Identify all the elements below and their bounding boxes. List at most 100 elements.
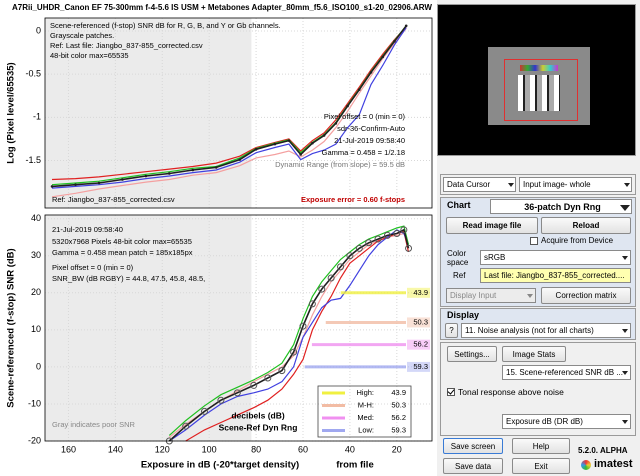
data-cursor-select[interactable]: Data Cursor	[443, 177, 516, 192]
y-tick-label: 0	[36, 361, 41, 371]
data-point	[405, 244, 413, 252]
note: Scene-referenced (f-stop) SNR dB for R, …	[50, 21, 281, 30]
data-point	[97, 181, 101, 185]
data-point	[144, 174, 148, 178]
y-tick-label: 30	[31, 250, 41, 260]
data-point	[238, 158, 241, 161]
cursor-row	[440, 174, 636, 195]
color-space-select[interactable]: sRGB	[480, 250, 631, 265]
note: Ref: Last file: Jiangbo_837-855_correcte…	[50, 41, 203, 50]
data-point	[233, 389, 241, 397]
info: Pixel offset = 0 (min = 0)	[52, 263, 134, 272]
acquire-label: Acquire from Device	[541, 236, 614, 245]
correction-matrix-button[interactable]: Correction matrix	[541, 287, 631, 304]
series-line	[168, 228, 410, 442]
legend-name: Low:	[358, 425, 374, 434]
data-point	[393, 40, 396, 43]
tonal-label: Tonal response above noise	[458, 387, 564, 397]
legend-value: 50.3	[391, 400, 406, 409]
series-line	[168, 229, 410, 442]
data-point	[50, 185, 54, 188]
check-mark	[447, 387, 455, 395]
data-point	[214, 166, 218, 169]
y-tick-label: -10	[28, 398, 41, 408]
info: Gamma = 0.458 = 1/2.18	[322, 148, 405, 157]
x-axis-select[interactable]: Exposure dB (DR dB)	[502, 414, 631, 429]
data-point	[381, 55, 385, 59]
data-point	[383, 231, 391, 239]
color-space-label: Color space	[447, 249, 469, 267]
dropdown-arrow	[620, 205, 630, 211]
read-image-button[interactable]: Read image file	[446, 217, 538, 234]
legend-name: Med:	[357, 413, 374, 422]
legend-value: 43.9	[391, 388, 406, 397]
data-point	[337, 263, 345, 271]
exposure-error: Exposure error = 0.60 f-stops	[301, 195, 405, 204]
data-point	[308, 300, 316, 308]
legend-box	[317, 385, 412, 438]
data-point	[374, 235, 382, 243]
legend-name: High:	[356, 388, 374, 397]
info: Gamma = 0.458 mean patch = 185x185px	[52, 248, 193, 257]
x-axis-label: Exposure in dB (-20*target density)	[141, 460, 299, 471]
help-button[interactable]: Help	[512, 438, 570, 454]
exit-button[interactable]: Exit	[512, 458, 570, 474]
display-mode-select[interactable]: 11. Noise analysis (not for all charts)	[461, 323, 631, 338]
ref-note: Ref: Jiangbo_837-855_corrected.csv	[52, 195, 175, 204]
settings-button[interactable]: Settings...	[447, 346, 497, 362]
data-point	[400, 226, 408, 234]
window-title: A7Rii_UHDR_Canon EF 75-300mm f-4-5.6 IS …	[12, 3, 432, 12]
help-question-button[interactable]: ?	[445, 323, 458, 338]
level-label: 56.2	[413, 340, 428, 349]
ref-label: Ref	[453, 271, 466, 280]
plot-frame	[44, 214, 433, 442]
level-label: 50.3	[413, 317, 428, 326]
reload-button[interactable]: Reload	[541, 217, 631, 234]
ref-file-select[interactable]: Last file: Jiangbo_837-855_corrected....	[480, 268, 631, 283]
info: 21-Jul-2019 09:58:40	[52, 225, 123, 234]
data-point	[299, 153, 302, 156]
x-tick-label: 100	[202, 444, 217, 454]
image-stats-button[interactable]: Image Stats	[502, 346, 566, 362]
series-line	[51, 26, 407, 181]
series-line	[51, 25, 407, 188]
input-image-select[interactable]: Input image- whole	[519, 177, 632, 192]
data-point	[346, 104, 349, 108]
level-label-bg	[407, 361, 430, 372]
series-line	[51, 27, 407, 189]
info: 21-Jul-2019 09:58:40	[334, 136, 405, 145]
dropdown-arrow	[622, 420, 628, 424]
data-point	[311, 141, 314, 145]
display-header: Display	[447, 310, 480, 320]
x-tick-label: 40	[345, 444, 355, 454]
data-point	[393, 230, 401, 238]
save-data-button[interactable]: Save data	[443, 458, 503, 474]
x-tick-label: 20	[392, 444, 402, 454]
data-point	[369, 71, 373, 74]
data-point	[357, 88, 361, 91]
legend-name: M-H:	[358, 400, 374, 409]
save-screen-button[interactable]: Save screen	[443, 438, 503, 454]
options-frame	[440, 342, 636, 436]
color-patches	[520, 65, 558, 71]
x-tick-label: 160	[61, 444, 76, 454]
data-point	[299, 322, 307, 330]
data-point	[327, 274, 335, 282]
dropdown-arrow	[622, 371, 628, 375]
y-tick-label: -0.5	[25, 69, 41, 79]
tonal-checkbox[interactable]	[447, 387, 455, 396]
note: Grayscale patches.	[50, 31, 114, 40]
chart-type-select[interactable]: 36-patch Dyn Rng	[490, 199, 632, 214]
display-input-select[interactable]: Display Input	[446, 288, 536, 303]
data-point	[191, 168, 195, 172]
data-point	[264, 374, 272, 382]
brand-label: imatest	[594, 458, 633, 470]
y-tick-label: 10	[31, 324, 41, 334]
acquire-checkbox[interactable]	[530, 237, 538, 245]
plot-select[interactable]: 15. Scene-referenced SNR dB ...	[502, 365, 631, 380]
data-point	[365, 239, 373, 247]
plot-area: A7Rii_UHDR_Canon EF 75-300mm f-4-5.6 IS …	[0, 0, 437, 476]
gray-patches	[518, 75, 560, 111]
dropdown-arrow	[622, 329, 628, 333]
